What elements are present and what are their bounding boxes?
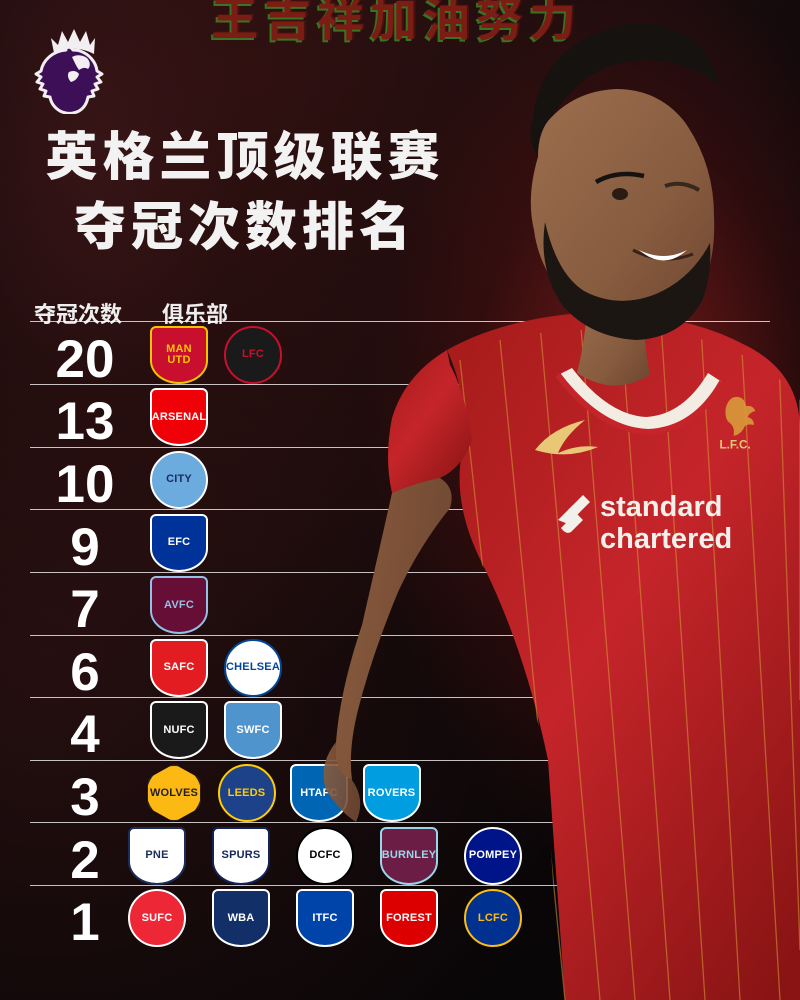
svg-text:L.F.C.: L.F.C. xyxy=(720,438,751,451)
svg-text:chartered: chartered xyxy=(600,523,732,555)
svg-text:standard: standard xyxy=(600,491,722,523)
